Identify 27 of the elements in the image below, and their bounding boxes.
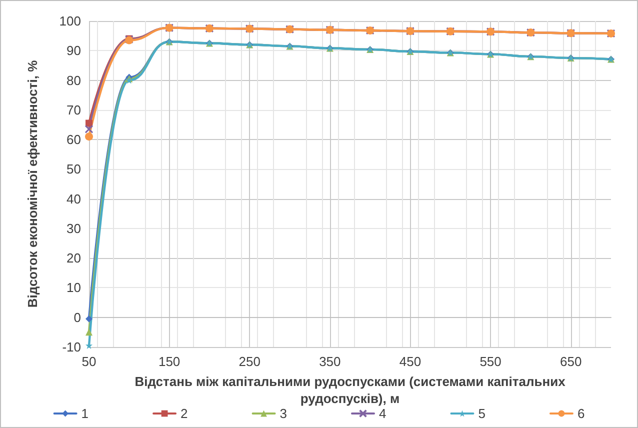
x-tick-label: 450 — [399, 354, 422, 369]
y-tick-label: 90 — [66, 43, 81, 58]
y-tick-label: 50 — [66, 162, 81, 177]
legend-label: 4 — [379, 406, 386, 421]
y-tick-label: 10 — [66, 280, 81, 296]
y-tick-label: 60 — [66, 132, 81, 148]
y-tick-label: 20 — [66, 250, 81, 266]
legend-label: 1 — [81, 406, 89, 421]
y-tick-label: 100 — [59, 14, 81, 28]
x-tick-label: 350 — [319, 354, 341, 369]
y-tick-label: 0 — [74, 310, 81, 325]
legend-label: 5 — [478, 406, 486, 421]
y-tick-label: 30 — [66, 220, 81, 236]
x-axis-title: Відстань між капітальними рудоспусками (системами капітальних рудоспусків), м — [134, 374, 566, 406]
legend-label: 6 — [577, 406, 585, 421]
y-tick-label: 80 — [66, 72, 81, 88]
legend-label: 3 — [280, 406, 288, 421]
y-tick-label: 70 — [66, 102, 81, 118]
legend-label: 2 — [180, 406, 188, 421]
x-tick-label: 550 — [480, 354, 502, 369]
y-axis-title: Відсоток економічної ефективності, % — [25, 60, 40, 308]
x-tick-label: 150 — [158, 354, 180, 369]
x-tick-label: 650 — [560, 354, 582, 369]
x-tick-label: 50 — [82, 354, 96, 369]
y-tick-label: -10 — [62, 340, 81, 354]
x-tick-label: 250 — [238, 354, 260, 369]
y-tick-label: 40 — [66, 191, 81, 206]
